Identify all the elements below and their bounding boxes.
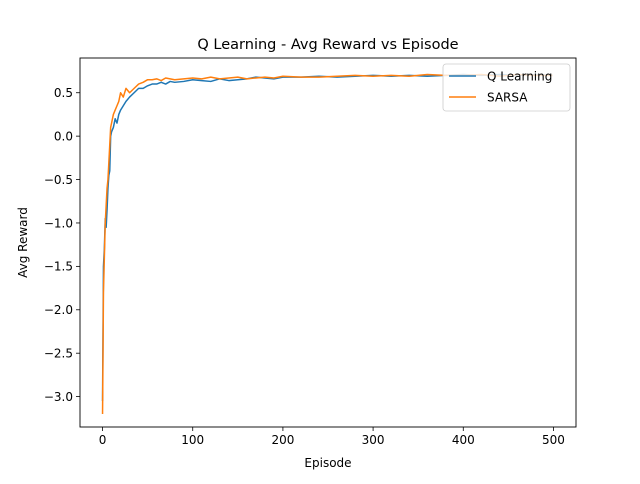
series-layer: [101, 73, 553, 414]
legend: Q Learning SARSA: [442, 63, 571, 112]
x-tick-label: 200: [271, 433, 294, 447]
y-tick-label: −0.5: [44, 173, 73, 187]
y-tick-label: −2.0: [44, 303, 73, 317]
x-tick-label: 100: [181, 433, 204, 447]
plot-frame: [79, 57, 577, 428]
x-tick-label: 500: [542, 433, 565, 447]
x-tick-label: 300: [362, 433, 385, 447]
y-tick-label: −1.0: [44, 216, 73, 230]
legend-label-sarsa: SARSA: [487, 91, 528, 105]
chart-title: Q Learning - Avg Reward vs Episode: [197, 37, 458, 53]
y-tick-label: −1.5: [44, 260, 73, 274]
x-axis-ticks: 0 100 200 300 400 500: [99, 427, 565, 447]
y-tick-label: 0.0: [54, 129, 73, 143]
x-tick-label: 0: [99, 433, 107, 447]
y-tick-label: 0.5: [54, 86, 73, 100]
legend-label-q-learning: Q Learning: [487, 70, 552, 84]
x-axis-label: Episode: [304, 456, 351, 470]
y-axis-ticks: −3.0 −2.5 −2.0 −1.5 −1.0 −0.5 0.0 0.5: [44, 86, 80, 404]
y-axis-label: Avg Reward: [16, 207, 30, 278]
y-tick-label: −3.0: [44, 390, 73, 404]
series-line-sarsa: [101, 73, 553, 414]
x-tick-label: 400: [452, 433, 475, 447]
y-tick-label: −2.5: [44, 347, 73, 361]
